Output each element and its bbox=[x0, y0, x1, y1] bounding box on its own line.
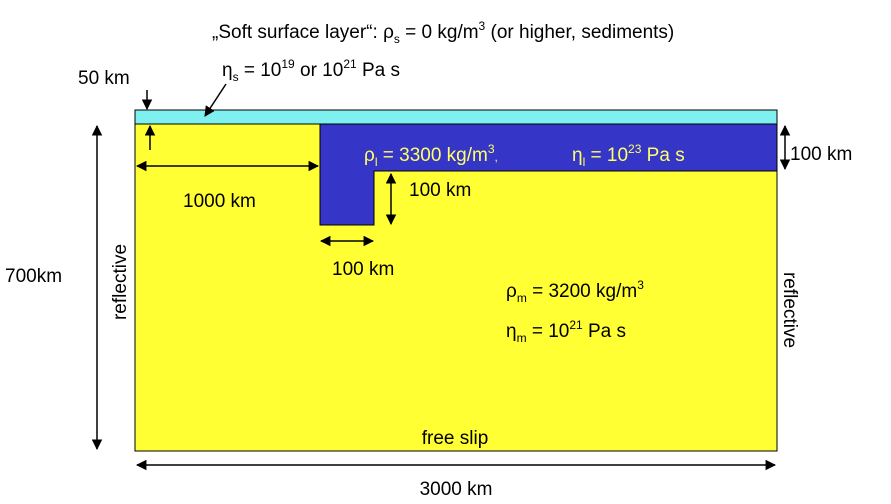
lithosphere-plate bbox=[319, 123, 778, 226]
mantle-density: ρm = 3200 kg/m3 bbox=[506, 278, 644, 305]
label-lith-offset: 1000 km bbox=[183, 191, 256, 212]
label-depth: 700km bbox=[5, 266, 62, 287]
lithosphere-density: ρl = 3300 kg/m3, bbox=[364, 142, 498, 169]
soft-layer-title: „Soft surface layer“: ρs = 0 kg/m3 (or h… bbox=[212, 19, 674, 46]
label-slab-depth: 100 km bbox=[409, 180, 471, 201]
left-boundary-label: reflective bbox=[110, 244, 131, 320]
soft-layer-viscosity: ηs = 1019 or 1021 Pa s bbox=[222, 57, 400, 84]
label-slab-width: 100 km bbox=[332, 259, 394, 280]
soft-layer-pointer bbox=[204, 83, 227, 117]
mantle-region bbox=[134, 123, 778, 452]
right-boundary-label: reflective bbox=[779, 272, 800, 348]
label-soft-layer-thickness: 50 km bbox=[78, 68, 130, 89]
lithosphere-viscosity: ηl = 1023 Pa s bbox=[572, 142, 685, 169]
mantle-viscosity: ηm = 1021 Pa s bbox=[506, 318, 626, 345]
soft-surface-layer bbox=[134, 109, 778, 125]
label-lith-thickness: 100 km bbox=[790, 144, 852, 165]
bottom-boundary-label: free slip bbox=[422, 428, 489, 449]
label-width: 3000 km bbox=[420, 479, 493, 500]
